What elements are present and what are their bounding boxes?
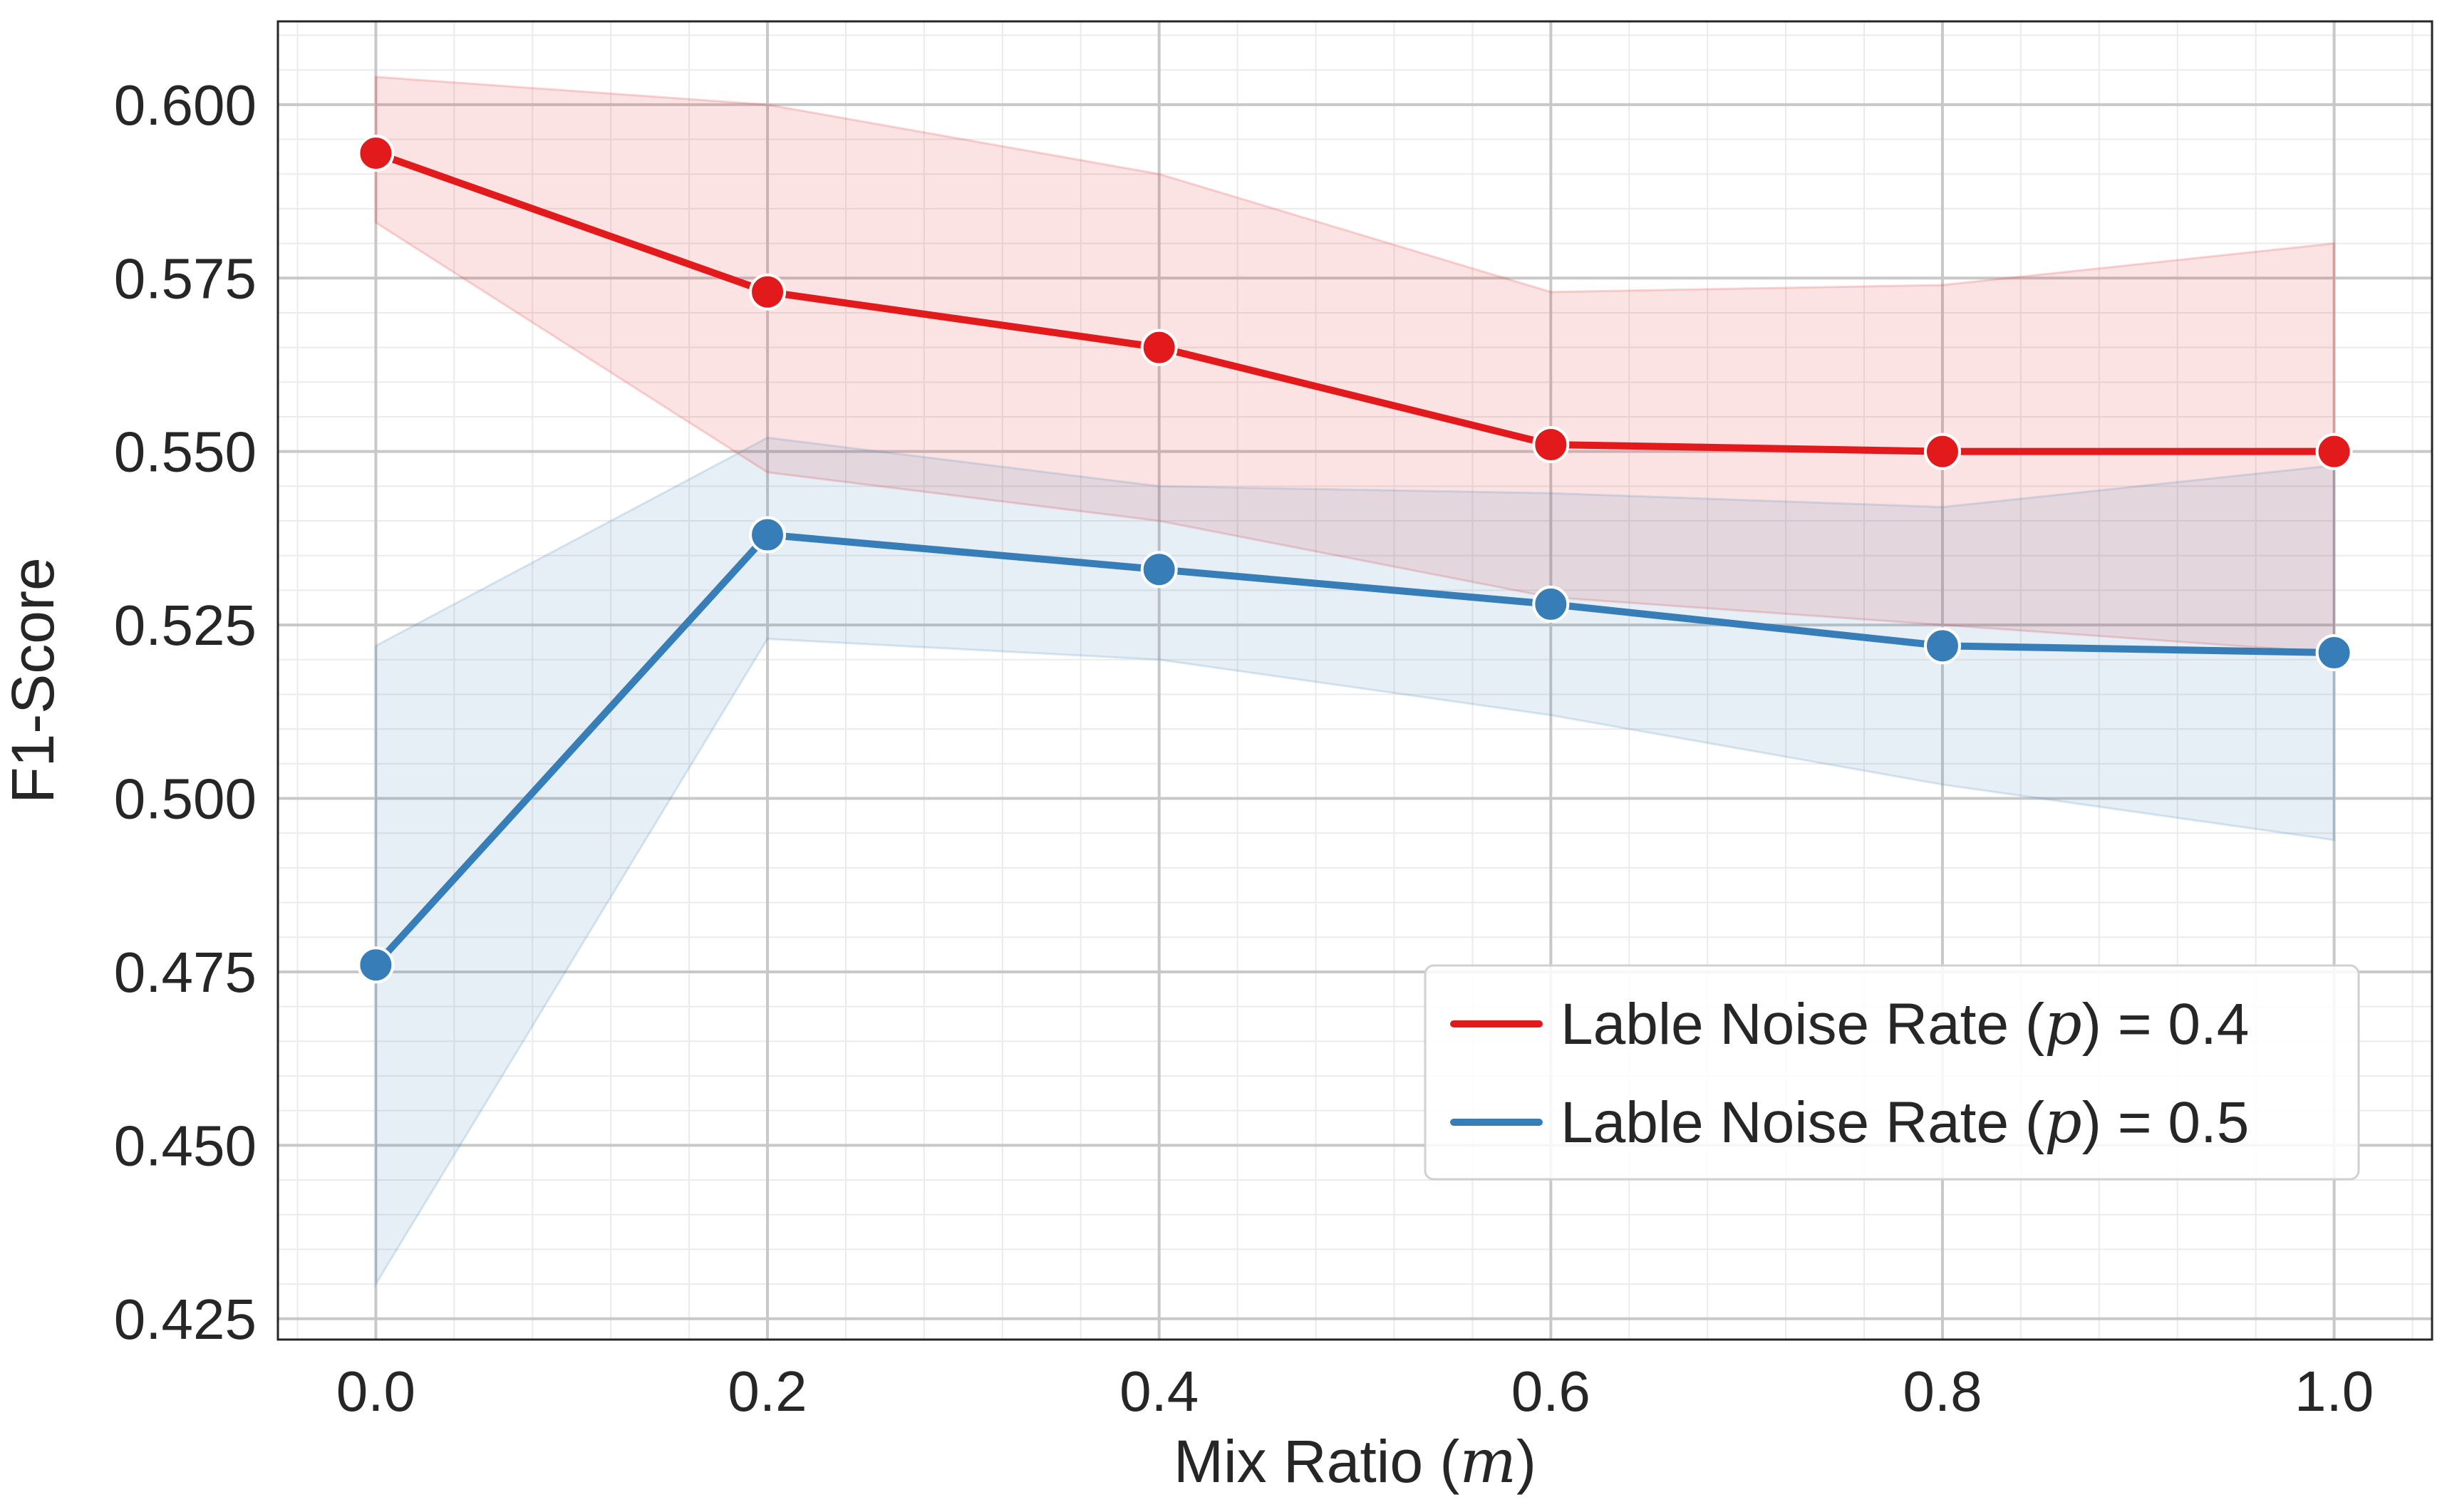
x-axis-title-var: m (1459, 1426, 1516, 1496)
y-tick-label: 0.425 (114, 1288, 257, 1351)
x-tick-labels: 0.0 0.2 0.4 0.6 0.8 1.0 (336, 1360, 2374, 1423)
x-tick-label: 0.4 (1119, 1360, 1199, 1423)
data-point-0 (749, 273, 787, 311)
x-tick-label: 0.8 (1903, 1360, 1982, 1423)
y-tick-labels: 0.425 0.450 0.475 0.500 0.525 0.550 0.575 0.600 (114, 73, 257, 1351)
confidence-band-1 (374, 436, 2336, 1288)
legend-label-p04-prefix: Lable Noise Rate ( (1561, 992, 2044, 1057)
data-point-1 (2315, 634, 2353, 672)
y-tick-label: 0.600 (114, 73, 257, 137)
x-tick-label: 0.0 (336, 1360, 415, 1423)
x-tick-label: 0.6 (1511, 1360, 1590, 1423)
data-point-0 (1923, 433, 1961, 470)
y-tick-label: 0.500 (114, 767, 257, 831)
series-markers (357, 135, 2353, 984)
data-point-1 (357, 946, 395, 984)
x-axis-title: Mix Ratio (m) (1174, 1426, 1536, 1496)
y-tick-label: 0.475 (114, 941, 257, 1004)
legend: Lable Noise Rate (p) = 0.4 Lable Noise R… (1424, 964, 2360, 1181)
legend-box (1424, 964, 2360, 1181)
legend-label-p04-var: p (2044, 990, 2082, 1058)
x-tick-label: 0.2 (728, 1360, 807, 1423)
y-tick-label: 0.550 (114, 420, 257, 484)
y-tick-label: 0.525 (114, 594, 257, 657)
data-point-0 (1532, 425, 1570, 463)
x-axis-title-suffix: ) (1516, 1428, 1536, 1495)
y-tick-label: 0.575 (114, 247, 257, 310)
series-lines (372, 150, 2338, 969)
plot-frame (276, 20, 2433, 1341)
legend-label-p05: Lable Noise Rate (p) = 0.5 (1561, 1089, 2249, 1156)
series-line-1 (372, 531, 2338, 969)
x-axis-title-prefix: Mix Ratio ( (1174, 1428, 1459, 1495)
y-tick-label: 0.450 (114, 1114, 257, 1177)
series-line-0 (372, 150, 2338, 455)
y-axis-title: F1-Score (0, 557, 66, 803)
legend-label-p05-var: p (2044, 1089, 2082, 1156)
data-point-0 (357, 135, 395, 172)
data-point-0 (1140, 328, 1178, 366)
data-point-1 (749, 516, 787, 554)
data-point-1 (1923, 627, 1961, 665)
legend-label-p04: Lable Noise Rate (p) = 0.4 (1561, 990, 2249, 1058)
data-point-0 (2315, 433, 2353, 470)
legend-label-p04-suffix: ) = 0.4 (2082, 992, 2250, 1057)
data-point-1 (1532, 585, 1570, 623)
x-tick-label: 1.0 (2295, 1360, 2374, 1423)
legend-label-p05-prefix: Lable Noise Rate ( (1561, 1090, 2044, 1155)
legend-label-p05-suffix: ) = 0.5 (2082, 1090, 2250, 1155)
data-point-1 (1140, 551, 1178, 589)
